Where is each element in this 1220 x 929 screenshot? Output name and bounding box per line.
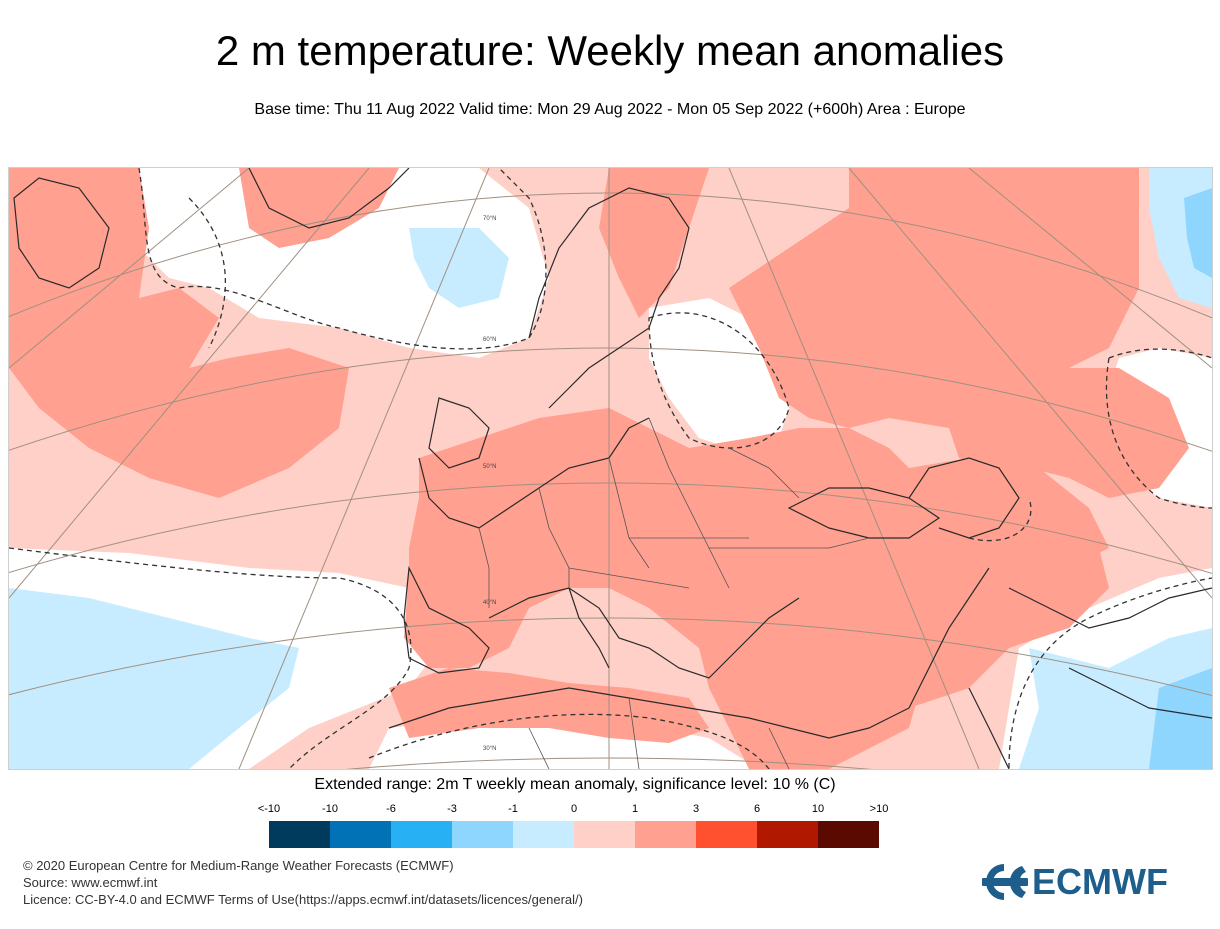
legend-swatch [513,821,574,848]
legend-label: <-10 [257,803,281,815]
anomaly-map[interactable]: 70°N 60°N 50°N 40°N 30°N [8,167,1213,770]
lat-label-40: 40°N [483,600,496,606]
legend-swatch [635,821,696,848]
legend-labels: <-10 -10 -6 -3 -1 0 1 3 6 10 >10 [239,802,921,818]
significance-contours [9,168,1212,769]
warm-zone-scandinavia [599,168,709,318]
lat-label-70: 70°N [483,216,496,222]
warm-zone-central-europe [409,408,1109,769]
legend-swatch [757,821,818,848]
ecmwf-logo-icon[interactable] [980,862,1185,902]
legend-label: -10 [322,803,338,815]
warm-zone-greenland [239,168,399,248]
coastlines [13,168,1212,769]
legend-swatch [452,821,513,848]
legend-swatch [818,821,879,848]
cold-zone-southeast-deep [1149,668,1212,769]
warm-zone-north-africa [389,668,709,743]
warm-zone-atlantic-west [9,168,349,498]
chart-title: 2 m temperature: Weekly mean anomalies [215,27,1005,74]
chart-subtitle: Base time: Thu 11 Aug 2022 Valid time: M… [254,101,966,118]
legend-swatch [391,821,452,848]
legend-label: 10 [811,803,825,815]
credits-copyright: © 2020 European Centre for Medium-Range … [23,858,454,873]
lat-label-60: 60°N [483,337,496,343]
legend-title: Extended range: 2m T weekly mean anomaly… [314,776,836,793]
country-borders [478,417,870,769]
map-svg: 70°N 60°N 50°N 40°N 30°N [9,168,1212,769]
legend-swatch [269,821,330,848]
legend-swatch [330,821,391,848]
legend-label: 1 [631,803,639,815]
neutral-zone-north-atlantic [139,168,549,358]
legend-color-bar [269,821,879,848]
cold-zone-iceland-sea [409,228,509,308]
credits-source: Source: www.ecmwf.int [23,875,158,890]
legend-label: -6 [386,803,396,815]
lat-label-50: 50°N [483,464,496,470]
legend-label: -3 [447,803,457,815]
cold-zone-east-edge [1184,188,1212,278]
legend-swatch [696,821,757,848]
graticule [9,168,1212,769]
legend-label: -1 [508,803,518,815]
legend-swatch [574,821,635,848]
warm-zone-middle-east [869,508,1109,708]
warm-zone-iberia [404,558,529,668]
cold-zone-southwest [9,588,299,769]
warm-zone-russia [729,168,1139,428]
credits-licence: Licence: CC-BY-4.0 and ECMWF Terms of Us… [23,892,583,907]
latitude-labels: 70°N 60°N 50°N 40°N 30°N [483,216,496,752]
ecmwf-logo-text[interactable]: ECMWF [1032,861,1168,902]
legend-label: 6 [753,803,761,815]
credits: © 2020 European Centre for Medium-Range … [23,857,583,908]
legend-label: 0 [570,803,578,815]
lat-label-30: 30°N [483,746,496,752]
legend-label: 3 [692,803,700,815]
legend-label: >10 [869,803,889,815]
